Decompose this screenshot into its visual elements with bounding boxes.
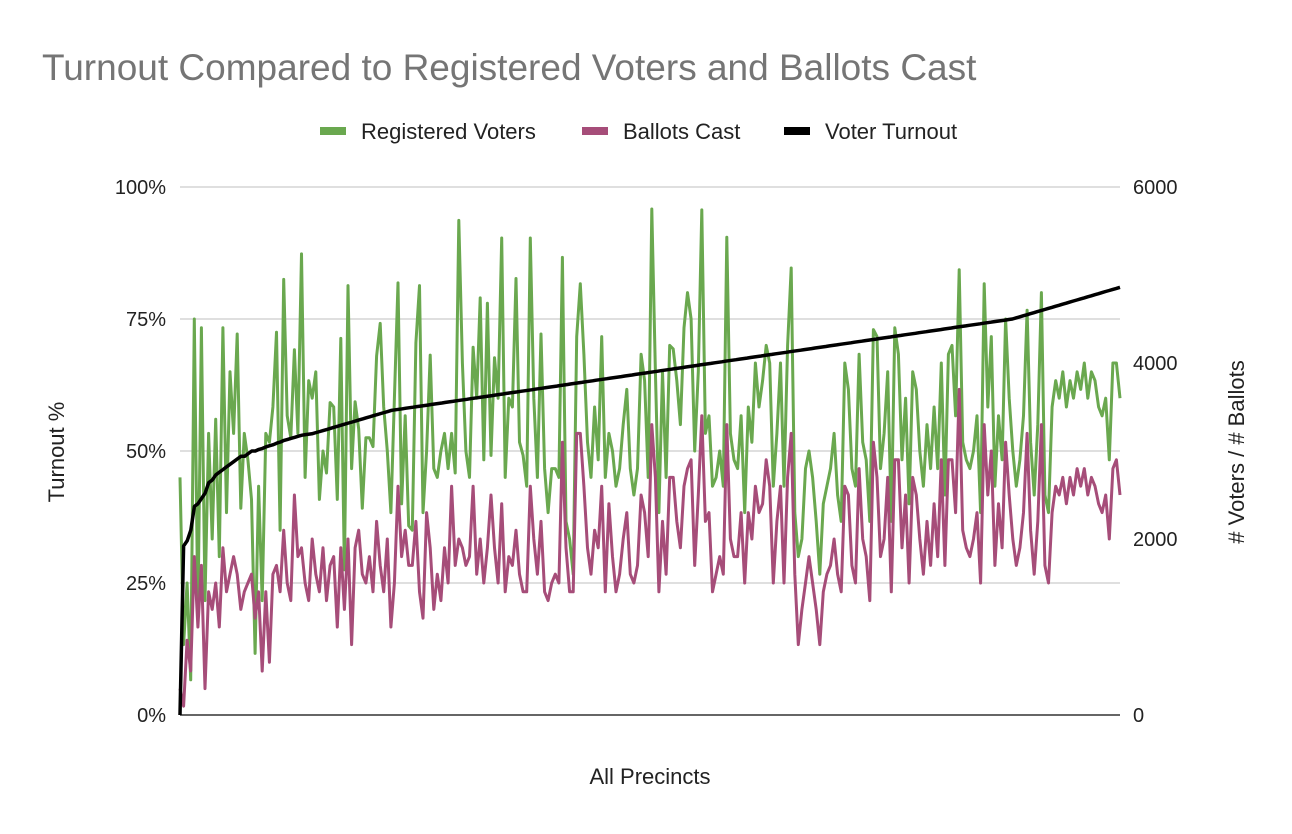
right-tick-label: 2000 xyxy=(1133,529,1178,551)
series-line-ballots-cast xyxy=(178,387,1122,708)
left-tick-label: 50% xyxy=(126,441,166,463)
x-axis-title: All Precincts xyxy=(589,764,710,789)
y-axis-title-left: Turnout % xyxy=(44,402,69,503)
legend-label-registered: Registered Voters xyxy=(361,119,536,144)
legend-label-turnout: Voter Turnout xyxy=(825,119,957,144)
series-line-registered-voters xyxy=(178,207,1122,682)
left-tick-label: 25% xyxy=(126,573,166,595)
left-axis-ticks: 0% 25% 50% 75% 100% xyxy=(115,177,166,727)
right-tick-label: 4000 xyxy=(1133,353,1178,375)
legend-label-ballots: Ballots Cast xyxy=(623,119,740,144)
legend-swatch-turnout xyxy=(784,127,810,135)
left-tick-label: 100% xyxy=(115,177,166,199)
y-axis-title-right: # Voters / # Ballots xyxy=(1224,360,1249,543)
left-tick-label: 0% xyxy=(137,705,166,727)
right-axis-ticks: 0 2000 4000 6000 xyxy=(1133,177,1178,727)
right-tick-label: 0 xyxy=(1133,705,1144,727)
chart-title: Turnout Compared to Registered Voters an… xyxy=(42,47,977,88)
right-tick-label: 6000 xyxy=(1133,177,1178,199)
series-line-voter-turnout xyxy=(178,285,1121,716)
series-lines xyxy=(178,207,1122,716)
legend-swatch-ballots xyxy=(582,127,608,135)
legend-swatch-registered xyxy=(320,127,346,135)
legend: Registered Voters Ballots Cast Voter Tur… xyxy=(320,119,957,144)
left-tick-label: 75% xyxy=(126,309,166,331)
